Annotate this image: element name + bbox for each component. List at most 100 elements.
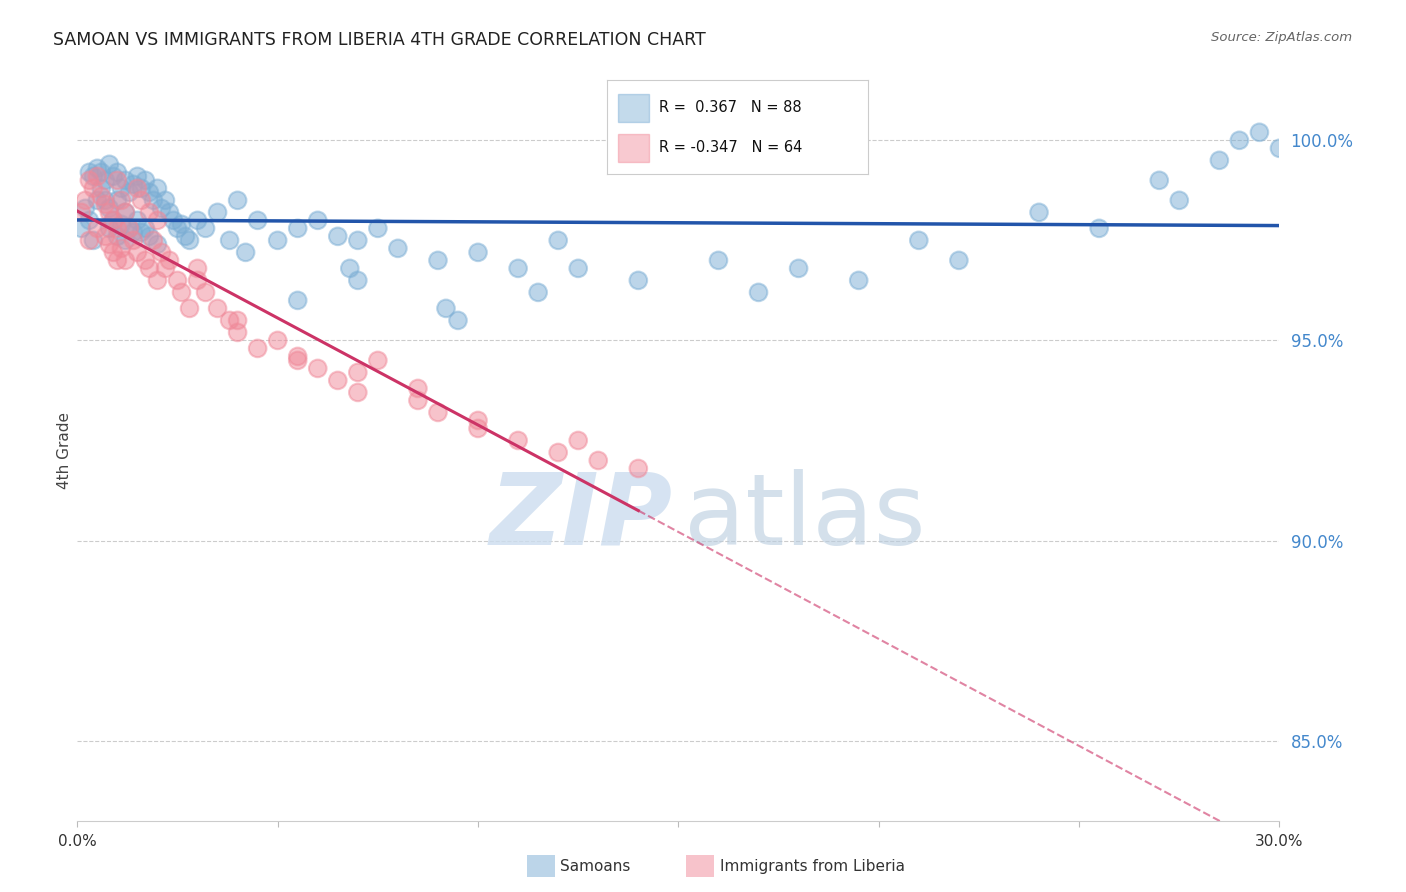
Point <box>508 434 530 448</box>
Point <box>848 273 870 287</box>
Point <box>107 229 129 244</box>
Point <box>207 301 229 316</box>
Point <box>948 253 970 268</box>
Point <box>186 261 209 276</box>
Point <box>127 245 149 260</box>
Point <box>547 445 569 459</box>
Point <box>748 285 770 300</box>
Point <box>1149 173 1171 187</box>
Point <box>627 273 650 287</box>
Point <box>114 205 136 219</box>
Point <box>339 261 361 276</box>
Point <box>103 169 125 184</box>
Text: SAMOAN VS IMMIGRANTS FROM LIBERIA 4TH GRADE CORRELATION CHART: SAMOAN VS IMMIGRANTS FROM LIBERIA 4TH GR… <box>53 31 706 49</box>
Point <box>1229 133 1251 147</box>
Point <box>131 225 153 239</box>
Point <box>114 253 136 268</box>
Point <box>98 221 121 235</box>
Point <box>79 165 101 179</box>
Point <box>86 161 108 176</box>
Text: Samoans: Samoans <box>560 859 630 873</box>
Point <box>94 173 117 187</box>
Point <box>110 241 132 255</box>
Point <box>142 194 165 208</box>
Point <box>146 237 169 252</box>
Point <box>134 221 156 235</box>
Point <box>406 393 429 408</box>
Point <box>179 301 201 316</box>
Point <box>82 233 104 247</box>
Point <box>346 233 368 247</box>
Point <box>79 233 101 247</box>
Text: R = -0.347   N = 64: R = -0.347 N = 64 <box>659 140 803 155</box>
Point <box>427 405 450 419</box>
Point <box>155 194 177 208</box>
Point <box>1088 221 1111 235</box>
Point <box>287 353 309 368</box>
Point <box>170 218 193 232</box>
Point <box>186 273 209 287</box>
Point <box>70 221 93 235</box>
Point <box>107 194 129 208</box>
Point <box>226 194 249 208</box>
Point <box>146 273 169 287</box>
Point <box>179 233 201 247</box>
Point <box>218 233 240 247</box>
Point <box>170 285 193 300</box>
Point <box>107 173 129 187</box>
Point <box>787 261 810 276</box>
Point <box>326 229 349 244</box>
Point <box>508 261 530 276</box>
Point <box>627 461 650 475</box>
Point <box>567 261 589 276</box>
Point <box>127 169 149 184</box>
Point <box>110 194 132 208</box>
Point <box>90 189 112 203</box>
Point <box>186 213 209 227</box>
Point <box>367 353 389 368</box>
Point <box>118 221 141 235</box>
Point <box>146 213 169 227</box>
Point <box>138 205 160 219</box>
Point <box>134 173 156 187</box>
Point <box>1268 141 1291 155</box>
Text: 30.0%: 30.0% <box>1256 834 1303 848</box>
Point <box>110 218 132 232</box>
Text: R =  0.367   N = 88: R = 0.367 N = 88 <box>659 101 801 115</box>
Point <box>110 181 132 195</box>
Point <box>387 241 409 255</box>
Bar <box>617 134 650 162</box>
Point <box>326 373 349 387</box>
Point <box>98 237 121 252</box>
Point <box>94 194 117 208</box>
Point <box>567 434 589 448</box>
Text: ZIP: ZIP <box>489 468 672 566</box>
Point <box>346 273 368 287</box>
Point <box>114 173 136 187</box>
Point <box>138 229 160 244</box>
Point <box>218 313 240 327</box>
Point <box>90 181 112 195</box>
Y-axis label: 4th Grade: 4th Grade <box>56 412 72 489</box>
Point <box>98 202 121 216</box>
Point <box>94 229 117 244</box>
Point <box>131 181 153 195</box>
Point <box>94 197 117 211</box>
Point <box>367 221 389 235</box>
Point <box>467 245 489 260</box>
Point <box>447 313 470 327</box>
Point <box>98 205 121 219</box>
Point <box>174 229 197 244</box>
Point <box>527 285 550 300</box>
Point <box>246 213 269 227</box>
Point <box>142 233 165 247</box>
Point <box>166 273 188 287</box>
Point <box>86 221 108 235</box>
Point <box>346 385 368 400</box>
Point <box>75 202 97 216</box>
Text: Source: ZipAtlas.com: Source: ZipAtlas.com <box>1212 31 1353 45</box>
Point <box>79 213 101 227</box>
Point <box>1028 205 1050 219</box>
Point <box>267 334 290 348</box>
Point <box>118 186 141 200</box>
